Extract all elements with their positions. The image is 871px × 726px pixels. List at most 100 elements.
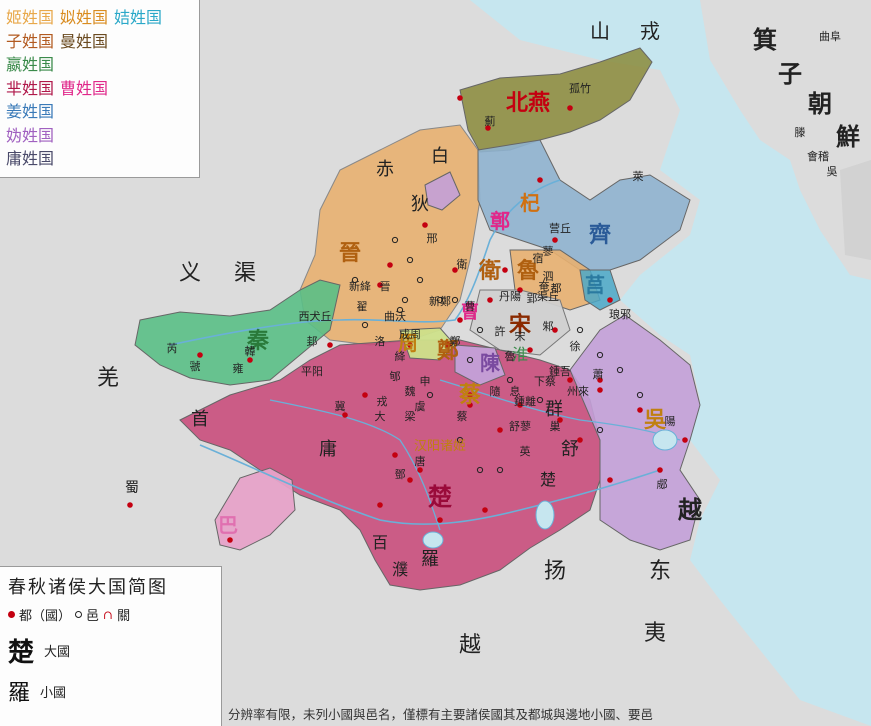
town-marker bbox=[466, 356, 474, 364]
place-label: 鄭 bbox=[450, 334, 461, 348]
region-xing-enclave bbox=[424, 171, 461, 211]
capital-dot bbox=[527, 347, 533, 353]
region-label: 百 bbox=[372, 533, 388, 552]
town-marker bbox=[456, 436, 464, 444]
town-marker bbox=[451, 296, 459, 304]
place-label: 营丘 bbox=[549, 221, 571, 235]
legend-surname-label: 庸姓国 bbox=[6, 149, 55, 168]
town-marker bbox=[406, 256, 414, 264]
region-label: 东 bbox=[649, 559, 671, 584]
legend-row: 姜姓国 bbox=[6, 100, 199, 124]
town-marker bbox=[536, 396, 544, 404]
state-label: 越 bbox=[678, 495, 703, 524]
pass-label: 關 bbox=[117, 609, 131, 624]
legend-surname-label: 芈姓国 bbox=[6, 78, 55, 98]
town-marker bbox=[416, 276, 424, 284]
region-zhou bbox=[399, 327, 456, 361]
capital-dot bbox=[657, 467, 663, 473]
region-label: 汉阳诸姬 bbox=[414, 439, 466, 454]
small-state-label: 小國 bbox=[40, 685, 67, 701]
capital-dot bbox=[552, 237, 558, 243]
region-ba bbox=[214, 467, 296, 551]
place-label: 宋 bbox=[515, 329, 526, 343]
place-label: 郇 bbox=[390, 370, 401, 383]
region-label: 狄 bbox=[411, 194, 429, 215]
place-label: 新絳 bbox=[349, 279, 371, 293]
town-marker bbox=[596, 426, 604, 434]
region-label: 义 bbox=[179, 261, 201, 286]
capital-dot bbox=[467, 392, 473, 398]
town-marker bbox=[391, 236, 399, 244]
state-label: 巴 bbox=[218, 513, 238, 537]
town-marker bbox=[576, 326, 584, 334]
capital-dot bbox=[597, 377, 603, 383]
place-label: 吳 bbox=[827, 165, 838, 178]
place-label: 西犬丘 bbox=[299, 309, 332, 323]
town-marker bbox=[616, 366, 624, 374]
region-qi bbox=[477, 139, 691, 271]
town-marker bbox=[636, 391, 644, 399]
capital-dot bbox=[457, 317, 463, 323]
town-marker bbox=[396, 306, 404, 314]
place-label: 韓 bbox=[245, 345, 256, 358]
capital-dot bbox=[227, 537, 233, 543]
state-label: 朝 bbox=[808, 89, 832, 118]
place-label: 巢 bbox=[550, 420, 561, 433]
capital-dot bbox=[552, 327, 558, 333]
place-label: 晉 bbox=[380, 280, 391, 293]
region-label: 扬 bbox=[544, 559, 566, 584]
place-label: 邾 bbox=[543, 319, 554, 333]
capital-dot bbox=[577, 437, 583, 443]
capital-dot bbox=[457, 95, 463, 101]
state-label: 齊 bbox=[589, 222, 611, 248]
region-label: 濮 bbox=[392, 560, 408, 579]
legend-surname-label: 姒姓国 bbox=[60, 8, 109, 27]
town-marker bbox=[436, 296, 444, 304]
place-label: 衛 bbox=[457, 258, 468, 271]
town-circle-icon bbox=[75, 611, 83, 618]
legend-surname-label: 子姓国 bbox=[6, 31, 55, 51]
place-label: 魏 bbox=[405, 384, 416, 398]
region-label: 舒 bbox=[561, 439, 579, 460]
capital-dot bbox=[392, 452, 398, 458]
legend-surname-label: 姬姓国 bbox=[6, 8, 55, 27]
region-label: 渠 bbox=[234, 261, 256, 286]
legend-surname-label: 曹姓国 bbox=[60, 78, 109, 98]
town-label: 邑 bbox=[86, 609, 100, 624]
legend-surname-label: 嬴姓国 bbox=[6, 55, 55, 74]
state-label: 曹 bbox=[461, 302, 479, 323]
capital-dot bbox=[467, 402, 473, 408]
place-label: 唐 bbox=[415, 454, 426, 468]
capital-dot bbox=[377, 502, 383, 508]
state-label: 杞 bbox=[520, 191, 540, 215]
state-label: 楚 bbox=[428, 482, 452, 511]
han-river bbox=[269, 399, 441, 531]
place-label: 蕭 bbox=[593, 368, 604, 381]
capital-dot bbox=[597, 387, 603, 393]
small-state-sample: 羅 bbox=[8, 681, 31, 706]
korea-inner bbox=[840, 160, 871, 260]
big-state-label: 大國 bbox=[44, 645, 71, 660]
region-qin bbox=[134, 279, 341, 386]
town-marker bbox=[361, 321, 369, 329]
capital-dot bbox=[417, 467, 423, 473]
map-legend: 春秋诸侯大国简图 都（國） 邑 ∩ 關 楚 大國 羅 小國 bbox=[0, 566, 222, 726]
region-label: 庸 bbox=[319, 439, 337, 460]
capital-dot bbox=[607, 297, 613, 303]
capital-dot bbox=[407, 342, 413, 348]
region-label: 淮 bbox=[512, 345, 528, 364]
place-label: 郕 bbox=[657, 477, 668, 491]
capital-dot bbox=[485, 125, 491, 131]
lake-dongting bbox=[422, 531, 444, 549]
state-label: 鄣 bbox=[490, 209, 510, 233]
place-label: 陽 bbox=[665, 415, 676, 428]
surname-legend: 姬姓国 姒姓国 姞姓国 子姓国 曼姓国 嬴姓国 芈姓国 曹姓国 姜姓国 妫姓国 庸姓国 bbox=[0, 0, 200, 178]
legend-row: 嬴姓国 bbox=[6, 53, 199, 77]
legend-row: 妫姓国 bbox=[6, 124, 199, 148]
place-label: 絳 bbox=[395, 349, 406, 363]
state-label: 蔡 bbox=[458, 382, 481, 408]
region-label: 首 bbox=[191, 409, 209, 430]
town-marker bbox=[476, 466, 484, 474]
place-label: 奄 bbox=[539, 279, 550, 293]
state-label: 子 bbox=[778, 59, 802, 88]
